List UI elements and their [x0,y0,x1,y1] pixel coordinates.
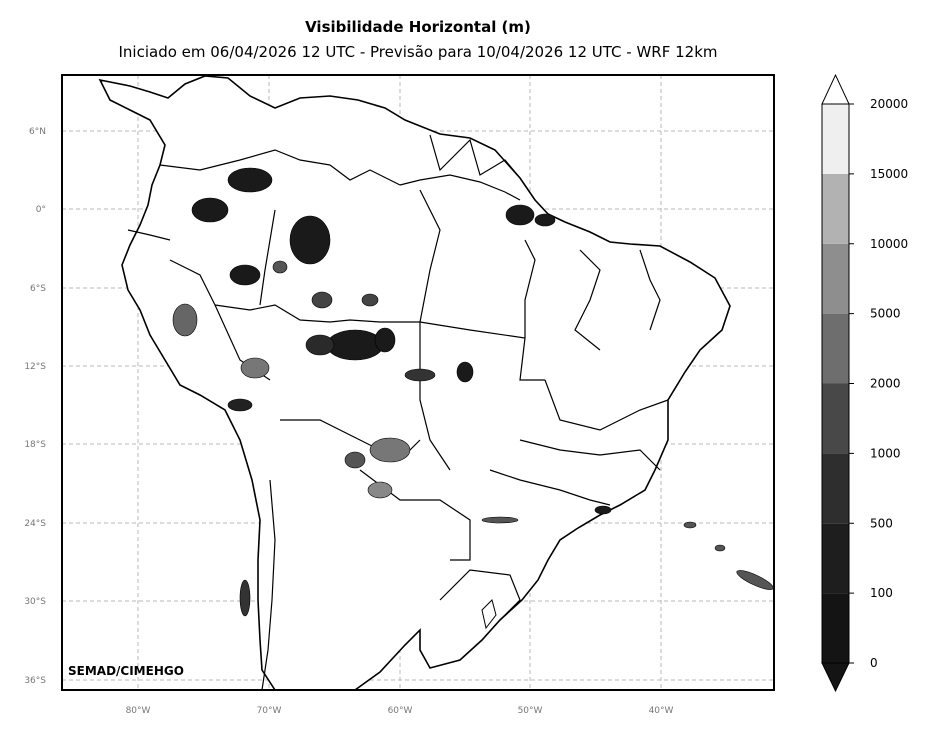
low-visibility-area [374,327,396,353]
border-state-g [544,379,669,431]
south-america-coastline [98,75,731,690]
colorbar-segment [822,173,849,244]
low-visibility-area [227,398,253,412]
border-state-f [639,249,661,331]
lon-label-50w: 50°W [518,706,543,716]
colorbar-segment [822,453,849,524]
low-visibility-area [367,481,393,499]
low-visibility-area [404,368,436,382]
border-ecuador [127,229,171,241]
low-visibility-area [456,361,474,383]
low-visibility-area [505,204,535,226]
lat-label-36s: 36°S [24,676,46,686]
lon-label-70w: 70°W [257,706,282,716]
low-visibility-area [172,303,198,337]
low-visibility-area [361,293,379,307]
colorbar-tick-label: 2000 [870,377,901,391]
colorbar-tick-label: 5000 [870,307,901,321]
low-visibility-area [191,197,229,223]
border-state-d [524,239,536,338]
colorbar-extend-max [821,73,850,105]
colorbar-tick-label: 0 [870,656,878,670]
lake [481,599,497,630]
colorbar-tick-label: 15000 [870,167,908,181]
low-visibility-area [229,264,261,286]
map-subtitle: Iniciado em 06/04/2026 12 UTC - Previsão… [118,43,718,61]
colorbar-segment [822,243,849,314]
low-visibility-area [683,521,697,529]
border-argentina-chile [261,479,276,690]
colorbar-segment [822,593,849,663]
colorbar-extend-min [821,662,850,693]
visibility-fields [172,167,774,617]
longitude-labels: 80°W 70°W 60°W 50°W 40°W [126,706,674,716]
colorbar: 0 100 500 1000 2000 5000 10000 15000 20000 [821,73,908,693]
border-state-a [259,209,276,306]
lon-label-80w: 80°W [126,706,151,716]
lat-label-6n: 6°N [29,127,46,137]
lat-label-0: 0° [36,205,46,215]
lat-label-30s: 30°S [24,597,46,607]
low-visibility-area [227,167,273,193]
border-state-i [489,469,611,506]
low-visibility-area [369,437,411,463]
border-brazil-north [399,174,521,201]
border-uruguay [439,569,521,621]
low-visibility-area [326,329,384,361]
border-guyanas [429,134,521,179]
map-frame [61,74,775,691]
low-visibility-area [714,544,726,552]
border-state-h [519,439,661,471]
lon-label-40w: 40°W [649,706,674,716]
lat-label-18s: 18°S [24,440,46,450]
credit-label: SEMAD/CIMEHGO [68,664,184,678]
low-visibility-area [272,260,288,274]
low-visibility-area [240,357,270,379]
colorbar-tick-label: 100 [870,586,893,600]
colorbar-segment [822,383,849,454]
border-state-e [574,249,601,351]
low-visibility-area [305,334,335,356]
colorbar-tick-label: 500 [870,516,893,530]
low-visibility-area [344,451,366,469]
border-venezuela [329,164,401,186]
lat-label-12s: 12°S [24,362,46,372]
colorbar-tick-label: 1000 [870,446,901,460]
political-boundaries [127,134,669,690]
colorbar-tick-label: 20000 [870,97,908,111]
lat-label-24s: 24°S [24,519,46,529]
lon-label-60w: 60°W [388,706,413,716]
map-title: Visibilidade Horizontal (m) [305,18,531,36]
low-visibility-area [736,570,774,590]
low-visibility-area [239,579,251,617]
border-paraguay [359,469,471,561]
low-visibility-area [594,505,612,515]
colorbar-segment [822,104,849,174]
lat-label-6s: 6°S [30,284,46,294]
colorbar-segment [822,313,849,384]
low-visibility-area [311,291,333,309]
colorbar-segment [822,523,849,594]
low-visibility-area [289,215,331,265]
colorbar-tick-label: 10000 [870,237,908,251]
border-colombia [159,149,331,171]
latitude-labels: 6°N 0° 6°S 12°S 18°S 24°S 30°S 36°S [24,127,46,686]
border-brazil-west [214,304,420,323]
low-visibility-area [534,213,556,227]
low-visibility-area [481,516,519,524]
